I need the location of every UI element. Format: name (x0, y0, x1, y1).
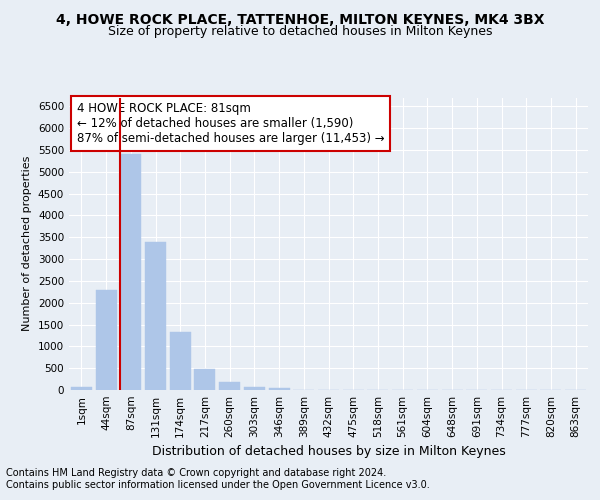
Text: Contains HM Land Registry data © Crown copyright and database right 2024.: Contains HM Land Registry data © Crown c… (6, 468, 386, 477)
Bar (219, 382, 240, 390)
Bar (244, 386, 265, 390)
Bar (95, 290, 116, 390)
X-axis label: Distribution of detached houses by size in Milton Keynes: Distribution of detached houses by size … (152, 446, 505, 458)
Bar (120, 154, 141, 390)
Text: Size of property relative to detached houses in Milton Keynes: Size of property relative to detached ho… (108, 25, 492, 38)
Text: Contains public sector information licensed under the Open Government Licence v3: Contains public sector information licen… (6, 480, 430, 490)
Bar (145, 242, 166, 390)
Bar (269, 388, 290, 390)
Text: 4, HOWE ROCK PLACE, TATTENHOE, MILTON KEYNES, MK4 3BX: 4, HOWE ROCK PLACE, TATTENHOE, MILTON KE… (56, 12, 544, 26)
Bar (194, 369, 215, 390)
Bar (170, 332, 191, 390)
Text: 4 HOWE ROCK PLACE: 81sqm
← 12% of detached houses are smaller (1,590)
87% of sem: 4 HOWE ROCK PLACE: 81sqm ← 12% of detach… (77, 102, 385, 145)
Y-axis label: Number of detached properties: Number of detached properties (22, 156, 32, 332)
Bar (71, 387, 92, 390)
